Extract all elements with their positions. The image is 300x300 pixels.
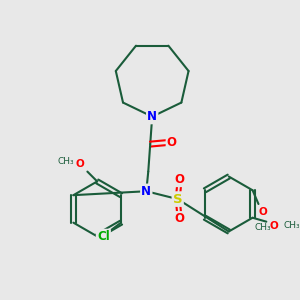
Text: Cl: Cl (97, 230, 110, 243)
Text: CH₃: CH₃ (254, 223, 271, 232)
Text: O: O (175, 212, 185, 225)
Text: N: N (141, 185, 151, 198)
Text: N: N (147, 110, 157, 123)
Text: O: O (167, 136, 177, 148)
Text: O: O (258, 207, 267, 217)
Text: CH₃: CH₃ (284, 221, 300, 230)
Text: O: O (175, 173, 185, 186)
Text: O: O (75, 159, 84, 169)
Text: CH₃: CH₃ (58, 157, 74, 166)
Text: O: O (270, 220, 279, 231)
Text: S: S (173, 193, 182, 206)
